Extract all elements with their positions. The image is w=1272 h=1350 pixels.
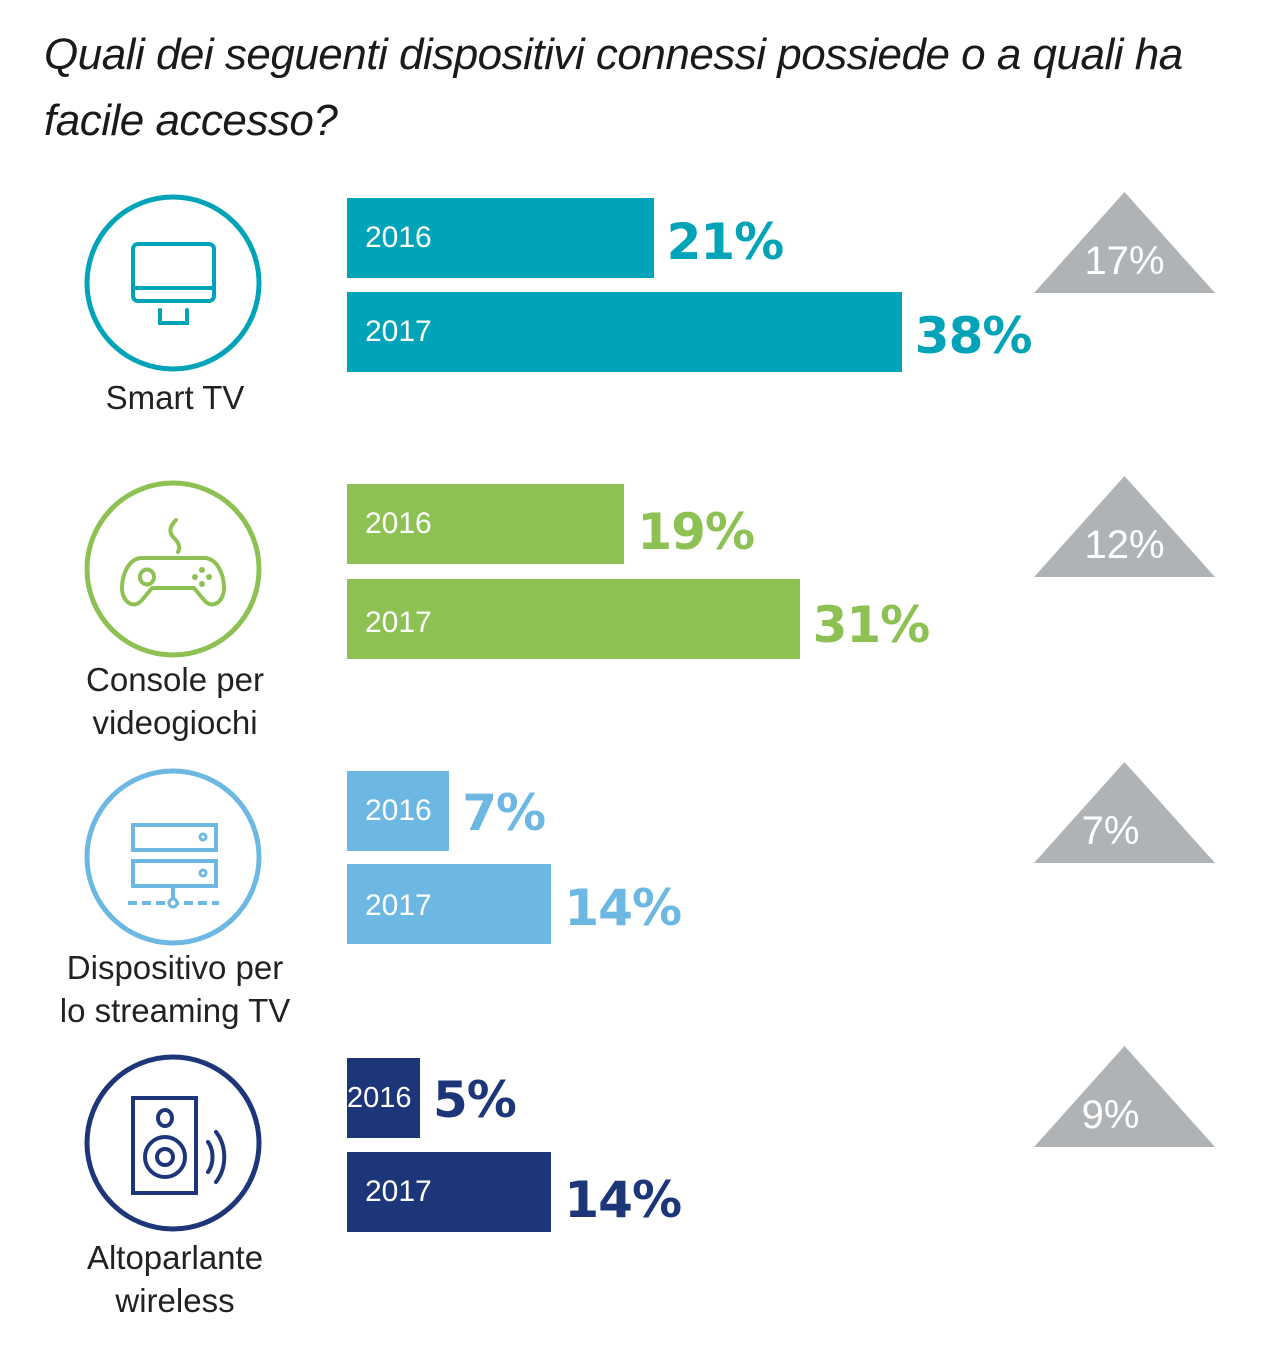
bar-2017: 2017	[347, 1152, 552, 1232]
device-label-line: videogiochi	[92, 704, 258, 741]
bar-year-label: 2017	[365, 889, 432, 922]
tv-monitor-icon	[84, 194, 262, 372]
change-label: 7%	[1081, 809, 1140, 853]
bar-2017: 2017	[347, 579, 800, 659]
change-label: 9%	[1081, 1093, 1140, 1137]
up-triangle-icon	[1034, 762, 1215, 863]
bar-year-label: 2016	[347, 1082, 412, 1114]
device-label: Altoparlante wireless	[20, 1236, 330, 1322]
device-label-line: Console per	[86, 661, 264, 698]
change-triangle: 7%	[1034, 762, 1215, 863]
bar-2016: 2016	[347, 771, 450, 851]
bar-value-label: 14%	[564, 1171, 682, 1229]
change-label: 12%	[1084, 523, 1165, 567]
chart-title: Quali dei seguenti dispositivi connessi …	[44, 30, 1183, 145]
bar-year-label: 2016	[365, 794, 432, 827]
device-label-line: Altoparlante	[86, 1239, 264, 1276]
device-label-line: Smart TV	[105, 379, 245, 416]
device-label-line: lo streaming TV	[59, 992, 291, 1029]
up-triangle-icon	[1034, 192, 1215, 293]
bar-year-label: 2016	[365, 507, 432, 540]
device-label: Smart TV	[20, 376, 330, 419]
bar-value-label: 38%	[914, 307, 1033, 365]
device-label: Console per videogiochi	[20, 658, 330, 744]
bar-value-label: 19%	[637, 503, 755, 561]
change-triangle: 12%	[1034, 476, 1215, 577]
bar-2017: 2017	[347, 864, 552, 944]
streaming-server-icon	[84, 768, 262, 946]
bar-value-label: 5%	[433, 1071, 517, 1129]
up-triangle-icon	[1034, 1046, 1215, 1147]
bar-year-label: 2016	[365, 221, 432, 254]
gamepad-icon	[84, 480, 262, 658]
bar-value-label: 31%	[812, 596, 931, 654]
bar-2016: 2016	[347, 198, 654, 278]
bar-value-label: 7%	[462, 784, 546, 842]
change-triangle: 17%	[1034, 192, 1215, 293]
bar-2016: 2016	[347, 484, 625, 564]
bar-2016: 2016	[347, 1058, 420, 1138]
device-label-line: Dispositivo per	[66, 949, 284, 986]
bar-year-label: 2017	[365, 606, 432, 639]
device-label: Dispositivo per lo streaming TV	[20, 946, 330, 1032]
bar-value-label: 14%	[564, 879, 682, 937]
change-label: 17%	[1084, 239, 1165, 283]
bar-year-label: 2017	[365, 1175, 432, 1208]
up-triangle-icon	[1034, 476, 1215, 577]
bar-value-label: 21%	[666, 213, 785, 271]
speaker-icon	[84, 1054, 262, 1232]
bar-year-label: 2017	[365, 315, 432, 348]
bar-2017: 2017	[347, 292, 902, 372]
device-label-line: wireless	[115, 1282, 235, 1319]
change-triangle: 9%	[1034, 1046, 1215, 1147]
